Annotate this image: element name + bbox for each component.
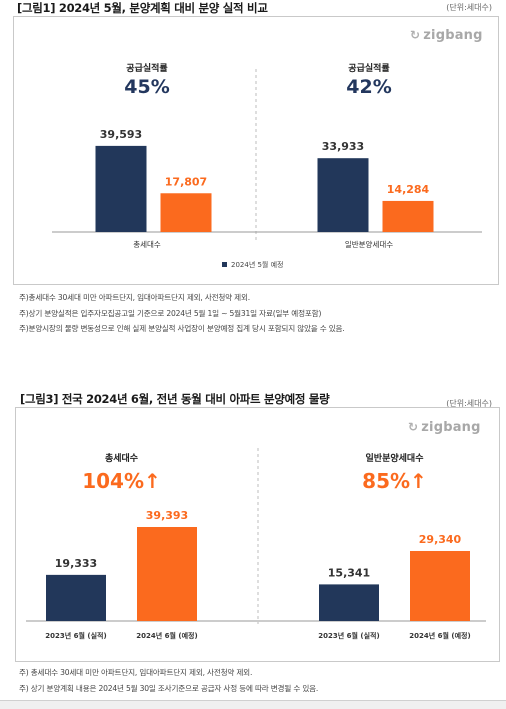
figure-1-panel: ↻ zigbang 공급실적률 45% 39,593 17,807 총세대수 공급실적률 42…	[13, 16, 499, 285]
headline-label: 공급실적률	[126, 62, 167, 74]
data-label: 15,341	[328, 566, 370, 579]
zigbang-logo-icon: ↻	[408, 420, 419, 434]
zigbang-logo-icon: ↻	[410, 28, 421, 42]
figure-1-title: [그림1] 2024년 5월, 분양계획 대비 분양 실적 비교	[17, 1, 268, 15]
data-label: 33,933	[322, 140, 364, 153]
bar	[46, 574, 106, 621]
data-label: 29,340	[419, 533, 462, 546]
note-line: 주)분양시장의 물량 변동성으로 인해 실제 분양실적 사업장이 분양예정 집계…	[19, 324, 345, 334]
figure-1: [그림1] 2024년 5월, 분양계획 대비 분양 실적 비교 (단위:세대수…	[0, 0, 506, 345]
bar	[160, 193, 212, 232]
headline-value: 45%	[124, 76, 169, 98]
bar	[137, 527, 197, 621]
figure-3-unit: (단위:세대수)	[446, 399, 492, 408]
data-label: 39,393	[146, 509, 188, 522]
category-label: 2023년 6월 (실적)	[45, 631, 106, 640]
figure-3-title: [그림3] 전국 2024년 6월, 전년 동월 대비 아파트 분양예정 물량	[20, 392, 330, 406]
note-line: 주)총세대수 30세대 미만 아파트단지, 임대아파트단지 제외, 사전청약 제…	[19, 293, 250, 302]
note-line: 주) 총세대수 30세대 미만 아파트단지, 임대아파트단지 제외, 사전청약 …	[19, 668, 253, 677]
headline-label: 총세대수	[105, 452, 138, 464]
figure-1-unit: (단위:세대수)	[446, 3, 492, 12]
figure-1-chart: 공급실적률 45% 39,593 17,807 총세대수 공급실적률 42% 33,933 14…	[52, 62, 482, 269]
legend-label: 2024년 5월 예정	[231, 260, 283, 269]
figure-1-notes: 주)총세대수 30세대 미만 아파트단지, 임대아파트단지 제외, 사전청약 제…	[19, 290, 345, 337]
figure-3-panel: ↻ zigbang 총세대수 104%↑ 19,333 2023년 6월 (실적) 39,…	[15, 407, 500, 662]
bar	[317, 158, 369, 232]
figure-3-chart: 총세대수 104%↑ 19,333 2023년 6월 (실적) 39,393 2024년 …	[26, 448, 486, 640]
logo-text: zigbang	[423, 28, 483, 43]
data-label: 19,333	[55, 557, 97, 570]
bar	[382, 200, 434, 232]
headline-label: 공급실적률	[348, 62, 389, 74]
bottom-strip	[0, 700, 506, 709]
zigbang-logo: ↻ zigbang	[408, 420, 481, 435]
figure-3-notes: 주) 총세대수 30세대 미만 아파트단지, 임대아파트단지 제외, 사전청약 …	[19, 665, 318, 696]
category-label: 총세대수	[133, 240, 161, 249]
logo-text: zigbang	[421, 420, 481, 435]
legend-swatch	[222, 262, 227, 267]
data-label: 14,284	[387, 183, 430, 196]
data-label: 17,807	[165, 175, 207, 188]
bar	[95, 145, 147, 232]
note-line: 주)상기 분양실적은 입주자모집공고일 기준으로 2024년 5월 1일 ~ 5…	[19, 308, 322, 318]
bar	[410, 550, 470, 621]
bar	[319, 584, 379, 621]
category-label: 2023년 6월 (실적)	[318, 631, 379, 640]
data-label: 39,593	[100, 128, 142, 141]
category-label: 2024년 6월 (예정)	[409, 631, 470, 640]
zigbang-logo: ↻ zigbang	[410, 28, 483, 43]
headline-label: 일반분양세대수	[366, 452, 424, 464]
category-label: 2024년 6월 (예정)	[136, 631, 197, 640]
headline-value: 42%	[346, 76, 391, 98]
headline-value: 85%↑	[362, 469, 427, 493]
category-label: 일반분양세대수	[345, 240, 393, 249]
figure-3: [그림3] 전국 2024년 6월, 전년 동월 대비 아파트 분양예정 물량 …	[0, 388, 506, 700]
headline-value: 104%↑	[82, 469, 161, 493]
note-line: 주) 상기 분양계획 내용은 2024년 5월 30일 조사기준으로 공급자 사…	[19, 683, 319, 693]
